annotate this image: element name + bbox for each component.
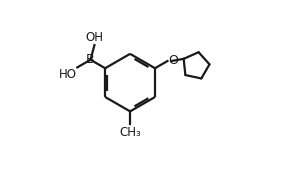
Text: O: O xyxy=(168,54,178,67)
Text: CH₃: CH₃ xyxy=(119,126,141,139)
Text: OH: OH xyxy=(86,31,103,44)
Text: HO: HO xyxy=(59,68,76,81)
Text: B: B xyxy=(86,53,95,66)
